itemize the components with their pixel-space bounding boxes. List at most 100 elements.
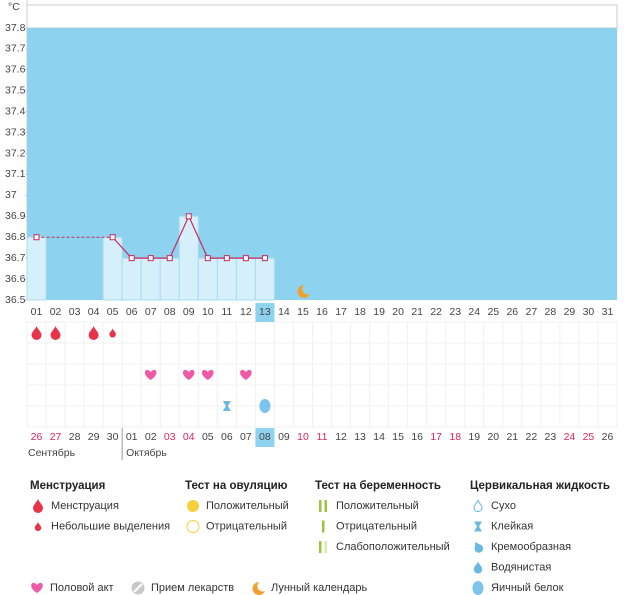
calendar-date: 18 <box>449 431 461 443</box>
icon-heart <box>144 369 157 380</box>
y-tick-label: 37.2 <box>5 147 26 159</box>
legend-item: Небольшие выделения <box>51 520 170 532</box>
y-unit: °C <box>8 1 20 13</box>
day-label: 26 <box>506 306 518 318</box>
day-label: 05 <box>107 306 119 318</box>
legend-item: Лунный календарь <box>271 582 368 594</box>
y-tick-label: 37.7 <box>5 43 26 55</box>
temp-point <box>147 255 154 262</box>
legend-item: Слабоположительный <box>336 541 450 553</box>
temp-point <box>33 234 40 241</box>
legend-group-title: Менструация <box>30 480 105 492</box>
day-label: 13 <box>259 306 271 318</box>
legend-item: Отрицательный <box>336 520 417 532</box>
calendar-date: 07 <box>240 431 252 443</box>
day-label: 06 <box>126 306 138 318</box>
day-label: 19 <box>373 306 385 318</box>
calendar-date: 11 <box>317 431 328 443</box>
temp-point <box>185 213 192 220</box>
calendar-date: 25 <box>583 431 595 443</box>
y-tick-label: 37.3 <box>5 126 26 138</box>
day-label: 29 <box>564 306 576 318</box>
day-label: 01 <box>31 306 43 318</box>
temp-point <box>223 255 230 262</box>
day-label: 04 <box>88 306 100 318</box>
icon-ovulation-pos <box>187 500 199 512</box>
temp-bar <box>197 257 218 301</box>
y-tick-label: 37.4 <box>5 105 26 117</box>
y-tick-label: 37 <box>5 189 17 201</box>
calendar-date: 13 <box>354 431 366 443</box>
legend-item: Водянистая <box>491 561 551 573</box>
calendar-date: 21 <box>506 431 518 443</box>
icon-small-drop <box>109 328 116 338</box>
icon-test-pos <box>324 500 327 512</box>
day-label: 02 <box>50 306 62 318</box>
day-label: 11 <box>221 306 232 318</box>
icon-small-drop <box>34 521 42 532</box>
icon-drop <box>31 326 42 340</box>
temp-bar <box>26 236 47 301</box>
icon-sticky <box>222 401 231 411</box>
icon-egg-white <box>472 581 484 595</box>
day-label: 17 <box>335 306 347 318</box>
icon-sticky <box>474 521 482 532</box>
legend-item: Прием лекарств <box>151 582 234 594</box>
temp-bar <box>159 257 180 301</box>
temp-bar <box>235 257 256 301</box>
temp-bar <box>254 257 275 301</box>
icon-heart <box>240 369 252 380</box>
temp-bar <box>178 215 199 301</box>
y-tick-label: 37.6 <box>5 64 26 76</box>
day-label: 10 <box>202 306 214 318</box>
legend-group-title: Тест на овуляцию <box>185 480 288 492</box>
calendar-date: 20 <box>487 431 499 443</box>
calendar-date: 28 <box>69 431 81 443</box>
calendar-date: 05 <box>202 431 214 443</box>
legend-item: Половой акт <box>50 582 114 594</box>
calendar-date: 27 <box>50 431 62 443</box>
day-label: 22 <box>430 306 442 318</box>
day-label: 18 <box>354 306 366 318</box>
calendar-date: 23 <box>545 431 557 443</box>
temp-point <box>261 255 268 262</box>
icon-watery <box>473 561 483 574</box>
legend-item: Сухо <box>491 500 516 512</box>
temp-point <box>109 234 116 241</box>
temp-point <box>128 255 135 262</box>
calendar-date: 06 <box>221 431 233 443</box>
calendar-date: 26 <box>602 431 614 443</box>
temp-bar <box>102 236 123 301</box>
legend-item: Положительный <box>336 500 419 512</box>
plot-area <box>27 28 617 300</box>
icon-moon <box>297 285 310 299</box>
y-tick-label: 36.5 <box>5 294 26 306</box>
day-label: 09 <box>183 306 195 318</box>
day-label: 15 <box>297 306 309 318</box>
calendar-highlight <box>255 428 275 447</box>
calendar-date: 08 <box>259 431 271 443</box>
icon-drop <box>88 326 99 340</box>
month-label: Октябрь <box>126 447 167 459</box>
day-label: 25 <box>487 306 499 318</box>
y-tick-label: 37.1 <box>5 168 26 180</box>
day-label: 14 <box>278 306 290 318</box>
legend-group-title: Цервикальная жидкость <box>470 480 610 492</box>
calendar-date: 09 <box>278 431 290 443</box>
day-label: 28 <box>545 306 557 318</box>
icon-drop <box>33 499 43 513</box>
calendar-date: 17 <box>430 431 442 443</box>
legend-item: Яичный белок <box>491 582 564 594</box>
icon-drop <box>50 326 61 340</box>
legend-item: Кремообразная <box>491 541 571 553</box>
top-strip <box>26 4 618 29</box>
y-tick-label: 36.9 <box>5 210 26 222</box>
day-label: 03 <box>69 306 81 318</box>
legend-item: Положительный <box>206 500 289 512</box>
day-label: 31 <box>602 306 614 318</box>
month-label: Сентябрь <box>28 447 76 459</box>
icon-heart <box>183 369 195 380</box>
calendar-date: 22 <box>526 431 538 443</box>
temp-bar <box>216 257 237 301</box>
